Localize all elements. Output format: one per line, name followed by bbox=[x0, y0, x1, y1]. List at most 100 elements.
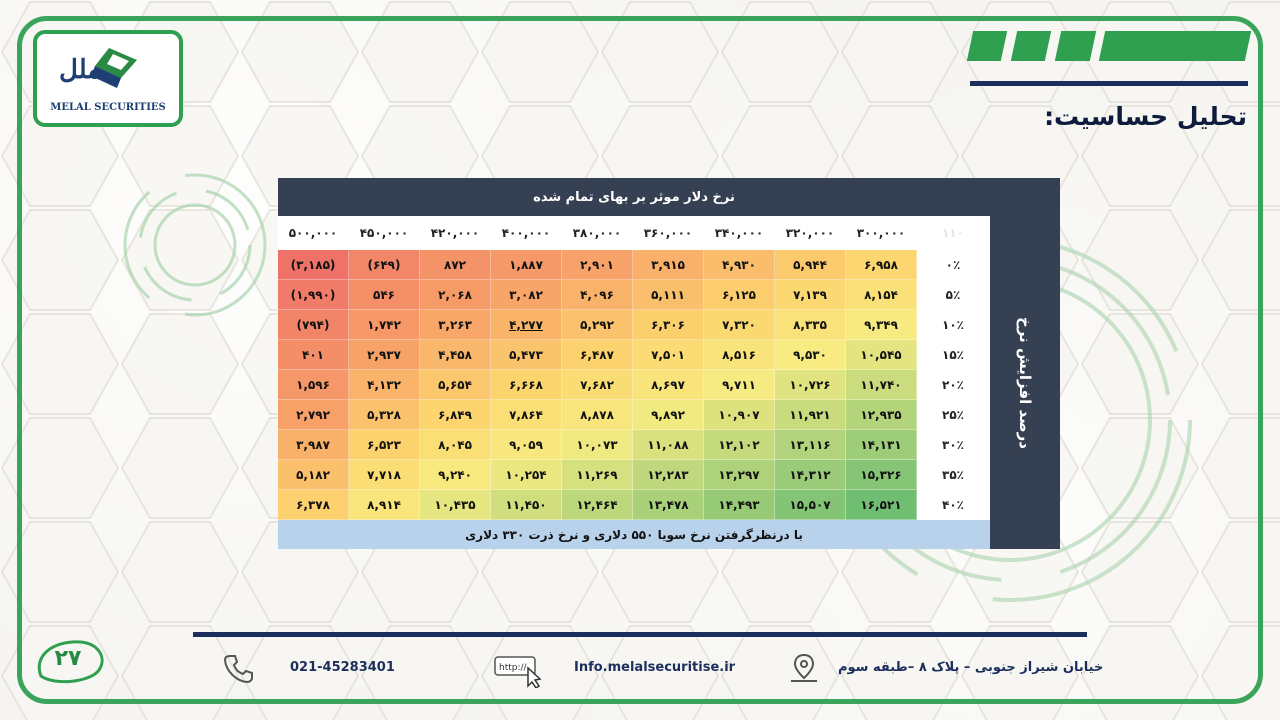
office-address: خیابان شیراز جنوبی – پلاک ۸ –طبقه سوم bbox=[838, 660, 1104, 675]
table-cell: ۴,۰۹۶ bbox=[562, 280, 633, 310]
sensitivity-table-panel: نرخ دلار موثر بر بهای تمام شده درصد افزا… bbox=[278, 178, 1060, 549]
table-cell: ۴,۹۳۰ bbox=[704, 250, 775, 280]
table-cell: ۱۱,۷۴۰ bbox=[846, 370, 917, 400]
table-cell: ۵,۱۸۲ bbox=[278, 460, 349, 490]
table-cell: ۸,۰۴۵ bbox=[420, 430, 491, 460]
table-cell: ۹,۳۴۹ bbox=[846, 310, 917, 340]
table-cell: ۲,۹۰۱ bbox=[562, 250, 633, 280]
table-header: نرخ دلار موثر بر بهای تمام شده bbox=[533, 189, 735, 205]
row-label: ۵٪ bbox=[917, 280, 990, 310]
column-header: ۵۰۰,۰۰۰ bbox=[278, 216, 349, 250]
email-address: Info.melalsecuritise.ir bbox=[574, 660, 736, 675]
table-cell: ۶,۶۶۸ bbox=[491, 370, 562, 400]
logo-text: MELAL SECURITIES bbox=[50, 102, 166, 113]
page-frame bbox=[17, 16, 1263, 704]
table-cell: ۷,۶۸۲ bbox=[562, 370, 633, 400]
table-cell: ۹,۷۱۱ bbox=[704, 370, 775, 400]
table-cell: ۸,۵۱۶ bbox=[704, 340, 775, 370]
table-cell: ۵,۹۴۴ bbox=[775, 250, 846, 280]
side-label: درصد افزایش نرخ bbox=[990, 216, 1060, 549]
web-icon: http:// bbox=[494, 656, 542, 688]
footer-divider bbox=[193, 632, 1087, 637]
table-cell: ۶,۸۴۹ bbox=[420, 400, 491, 430]
table-cell: ۵,۴۷۳ bbox=[491, 340, 562, 370]
side-label-text: درصد افزایش نرخ bbox=[1016, 316, 1035, 449]
row-label: ۱۰٪ bbox=[917, 310, 990, 340]
table-cell: ۱۵,۵۰۷ bbox=[775, 490, 846, 520]
table-cell: ۶,۴۸۷ bbox=[562, 340, 633, 370]
table-cell: ۱۰,۹۰۷ bbox=[704, 400, 775, 430]
table-cell: ۴,۱۳۲ bbox=[349, 370, 420, 400]
table-cell: ۸,۱۵۴ bbox=[846, 280, 917, 310]
table-cell: ۱,۸۸۷ bbox=[491, 250, 562, 280]
column-header: ۴۵۰,۰۰۰ bbox=[349, 216, 420, 250]
row-label: ۳۵٪ bbox=[917, 460, 990, 490]
table-cell: ۶,۳۷۸ bbox=[278, 490, 349, 520]
table-cell: ۶,۳۰۶ bbox=[633, 310, 704, 340]
table-cell: ۱,۵۹۶ bbox=[278, 370, 349, 400]
logo-mark-icon: ملل bbox=[59, 48, 137, 88]
table-cell: (۳,۱۸۵) bbox=[278, 250, 349, 280]
table-cell: ۱۰,۰۷۳ bbox=[562, 430, 633, 460]
phone-number: 021-45283401 bbox=[290, 660, 395, 675]
column-header: ۴۲۰,۰۰۰ bbox=[420, 216, 491, 250]
table-cell: ۳,۹۱۵ bbox=[633, 250, 704, 280]
table-cell: ۲,۹۳۷ bbox=[349, 340, 420, 370]
table-cell: ۸,۹۱۴ bbox=[349, 490, 420, 520]
table-cell: ۳,۲۶۳ bbox=[420, 310, 491, 340]
table-cell: ۹,۰۵۹ bbox=[491, 430, 562, 460]
column-header: ۳۰۰,۰۰۰ bbox=[846, 216, 917, 250]
table-cell: ۱,۷۴۲ bbox=[349, 310, 420, 340]
column-header: ۴۰۰,۰۰۰ bbox=[491, 216, 562, 250]
table-cell: ۵,۲۹۲ bbox=[562, 310, 633, 340]
table-cell: ۴,۲۷۷ bbox=[491, 310, 562, 340]
table-cell: ۸,۸۷۸ bbox=[562, 400, 633, 430]
table-cell: ۷,۵۰۱ bbox=[633, 340, 704, 370]
table-cell: ۱۰,۲۵۴ bbox=[491, 460, 562, 490]
table-cell: ۱۵,۳۲۶ bbox=[846, 460, 917, 490]
table-cell: ۵,۳۲۸ bbox=[349, 400, 420, 430]
row-label: ۰٪ bbox=[917, 250, 990, 280]
table-cell: ۷,۷۱۸ bbox=[349, 460, 420, 490]
table-cell: ۶,۱۲۵ bbox=[704, 280, 775, 310]
table-cell: ۸,۳۳۵ bbox=[775, 310, 846, 340]
table-cell: ۵,۶۵۴ bbox=[420, 370, 491, 400]
table-cell: ۱۱,۲۶۹ bbox=[562, 460, 633, 490]
table-cell: (۱,۹۹۰) bbox=[278, 280, 349, 310]
phone-icon bbox=[223, 655, 253, 684]
company-logo: ملل MELAL SECURITIES bbox=[33, 30, 183, 127]
table-cell: ۱۴,۳۱۲ bbox=[775, 460, 846, 490]
table-cell: ۱۴,۱۳۱ bbox=[846, 430, 917, 460]
table-cell: (۶۴۹) bbox=[349, 250, 420, 280]
table-cell: ۱۶,۵۲۱ bbox=[846, 490, 917, 520]
table-cell: ۹,۵۳۰ bbox=[775, 340, 846, 370]
table-cell: ۱۴,۴۹۳ bbox=[704, 490, 775, 520]
table-cell: ۵۴۶ bbox=[349, 280, 420, 310]
page-number-badge: ۲۷ bbox=[33, 636, 107, 686]
page-title: تحلیل حساسیت: bbox=[1044, 102, 1247, 131]
table-footnote: با درنظرگرفتن نرخ سویا ۵۵۰ دلاری و نرخ ذ… bbox=[278, 520, 990, 549]
table-cell: ۷,۱۳۹ bbox=[775, 280, 846, 310]
header-divider bbox=[970, 81, 1248, 86]
table-cell: ۳,۰۸۲ bbox=[491, 280, 562, 310]
table-cell: ۷,۸۶۴ bbox=[491, 400, 562, 430]
svg-text:http://: http:// bbox=[499, 663, 528, 673]
table-cell: ۹,۸۹۲ bbox=[633, 400, 704, 430]
table-cell: ۱۲,۴۶۴ bbox=[562, 490, 633, 520]
table-cell: ۱۰,۷۲۶ bbox=[775, 370, 846, 400]
table-cell: ۱۳,۲۹۷ bbox=[704, 460, 775, 490]
table-cell: ۵,۱۱۱ bbox=[633, 280, 704, 310]
table-cell: ۱۳,۱۱۶ bbox=[775, 430, 846, 460]
table-cell: ۱۰,۵۴۵ bbox=[846, 340, 917, 370]
table-cell: ۶,۹۵۸ bbox=[846, 250, 917, 280]
table-cell: ۳,۹۸۷ bbox=[278, 430, 349, 460]
row-label: ۱۵٪ bbox=[917, 340, 990, 370]
table-cell: ۱۱,۴۵۰ bbox=[491, 490, 562, 520]
table-cell: ۸,۶۹۷ bbox=[633, 370, 704, 400]
row-label: ۲۵٪ bbox=[917, 400, 990, 430]
table-cell: ۱۲,۹۳۵ bbox=[846, 400, 917, 430]
page-number: ۲۷ bbox=[54, 646, 82, 671]
row-label: ۳۰٪ bbox=[917, 430, 990, 460]
table-cell: ۴۰۱ bbox=[278, 340, 349, 370]
column-header: ۳۸۰,۰۰۰ bbox=[562, 216, 633, 250]
